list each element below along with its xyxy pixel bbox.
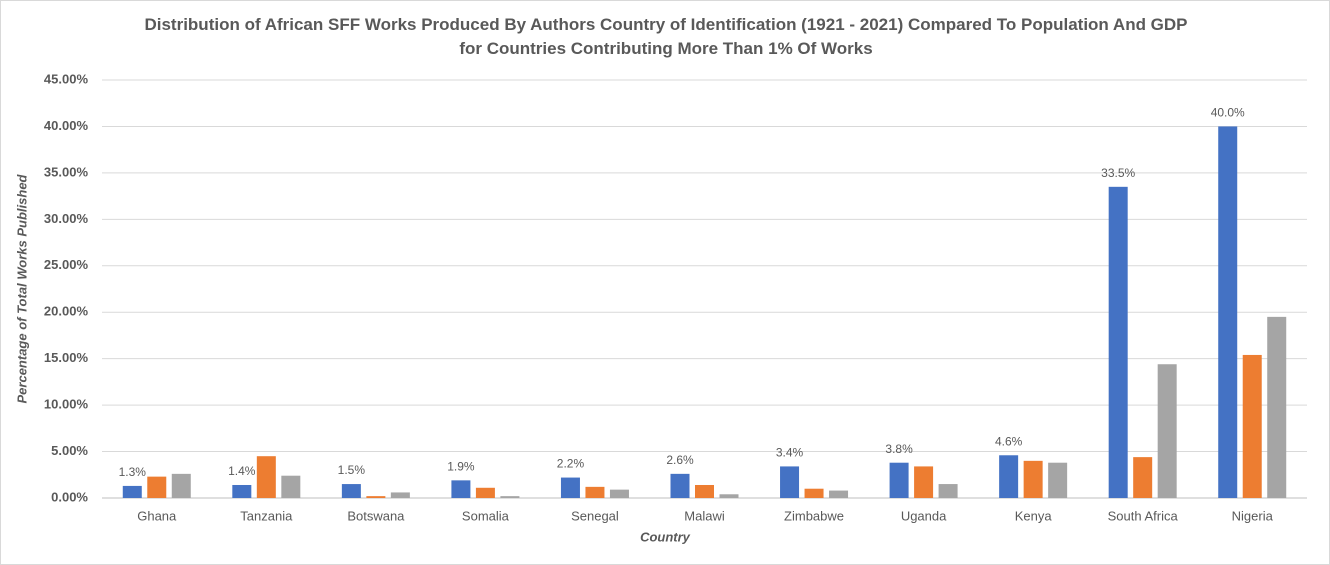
bar: [780, 466, 800, 498]
data-label: 1.3%: [119, 465, 147, 479]
bar: [999, 455, 1019, 498]
data-label: 33.5%: [1101, 166, 1135, 180]
bar: [670, 473, 690, 498]
y-tick-label: 15.00%: [44, 350, 89, 365]
data-label: 2.6%: [666, 453, 694, 467]
y-tick-label: 35.00%: [44, 164, 89, 179]
bar: [560, 477, 580, 498]
y-tick-label: 20.00%: [44, 304, 89, 319]
x-tick-label: Botswana: [347, 508, 405, 523]
y-tick-label: 40.00%: [44, 118, 89, 133]
bar: [1048, 462, 1068, 498]
y-tick-label: 0.00%: [51, 489, 88, 504]
bar: [1267, 316, 1287, 498]
bar: [500, 496, 520, 498]
x-tick-label: Senegal: [571, 508, 619, 523]
bar: [475, 487, 495, 498]
bar: [1218, 126, 1238, 498]
data-label: 3.8%: [885, 442, 913, 456]
bar: [1108, 186, 1128, 499]
bar: [341, 484, 361, 498]
bar: [1157, 364, 1177, 498]
y-tick-label: 10.00%: [44, 397, 89, 412]
bar: [147, 476, 167, 498]
bar: [938, 484, 958, 498]
data-label: 4.6%: [995, 434, 1023, 448]
x-tick-label: South Africa: [1108, 508, 1179, 523]
bar: [719, 494, 739, 498]
x-tick-label: Ghana: [137, 508, 177, 523]
bar: [829, 490, 849, 498]
bar: [609, 489, 629, 498]
bar: [804, 488, 824, 498]
chart-title: Distribution of African SFF Works Produc…: [144, 15, 1188, 58]
x-axis-title: Country: [640, 529, 691, 544]
bar: [451, 480, 471, 498]
bar: [122, 485, 142, 498]
data-label: 1.5%: [338, 463, 366, 477]
bar: [585, 486, 605, 498]
y-tick-label: 5.00%: [51, 443, 88, 458]
bar: [695, 484, 714, 498]
x-tick-label: Uganda: [901, 508, 947, 523]
y-tick-label: 25.00%: [44, 257, 89, 272]
bar: [1023, 460, 1043, 498]
data-label: 3.4%: [776, 446, 804, 460]
bar: [889, 462, 909, 498]
y-tick-label: 45.00%: [44, 71, 89, 86]
bar: [232, 484, 252, 498]
bar: [256, 456, 276, 498]
y-axis-title: Percentage of Total Works Published: [14, 173, 29, 403]
x-tick-label: Tanzania: [240, 508, 293, 523]
bar: [390, 492, 410, 498]
x-tick-label: Zimbabwe: [784, 508, 844, 523]
bar: [1242, 354, 1262, 498]
data-label: 1.9%: [447, 460, 475, 474]
bar: [366, 496, 386, 498]
bar: [281, 475, 301, 498]
bar: [171, 473, 191, 498]
x-tick-label: Nigeria: [1232, 508, 1274, 523]
data-label: 2.2%: [557, 457, 585, 471]
data-label: 40.0%: [1211, 106, 1245, 120]
bar: [1133, 457, 1153, 498]
bar: [914, 466, 934, 498]
data-label: 1.4%: [228, 464, 256, 478]
x-tick-label: Somalia: [462, 508, 510, 523]
x-tick-label: Malawi: [684, 508, 725, 523]
y-tick-label: 30.00%: [44, 211, 89, 226]
x-tick-label: Kenya: [1015, 508, 1053, 523]
